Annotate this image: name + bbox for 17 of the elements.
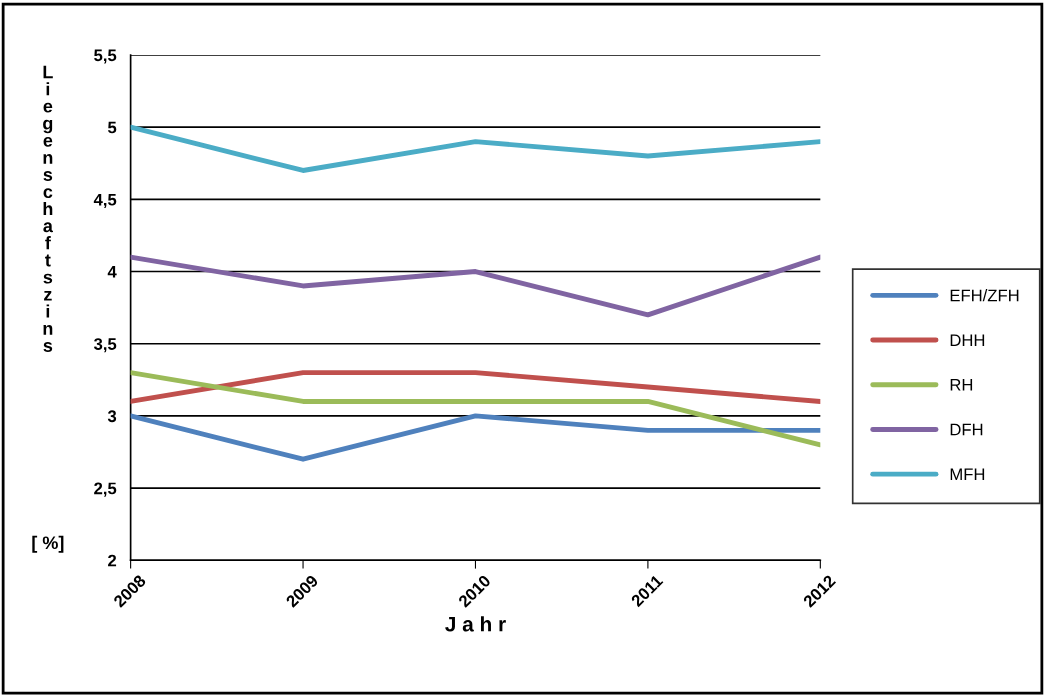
legend-label: MFH — [950, 468, 985, 480]
y-tick-label: 4 — [107, 266, 117, 278]
y-tick-label: 5 — [107, 121, 117, 134]
text: Liegenschaftszins [ %] — [32, 65, 64, 553]
y-tick-label: 3,5 — [93, 338, 117, 353]
line-series — [130, 254, 821, 318]
y-tick-label: 5,5 — [94, 49, 117, 64]
y-tick-label: 2 — [108, 554, 117, 567]
legend-label: DHH — [950, 334, 985, 346]
line-series — [130, 124, 821, 173]
y-tick-label: 3 — [107, 410, 117, 423]
legend-label: EFH/ZFH — [950, 289, 1019, 302]
legend-label: RH — [950, 379, 973, 391]
legend-label: DFH — [950, 423, 983, 436]
y-tick-label: 2,5 — [94, 482, 117, 497]
x-axis-title: J a h r — [445, 616, 506, 632]
y-tick-label: 4,5 — [93, 193, 117, 208]
